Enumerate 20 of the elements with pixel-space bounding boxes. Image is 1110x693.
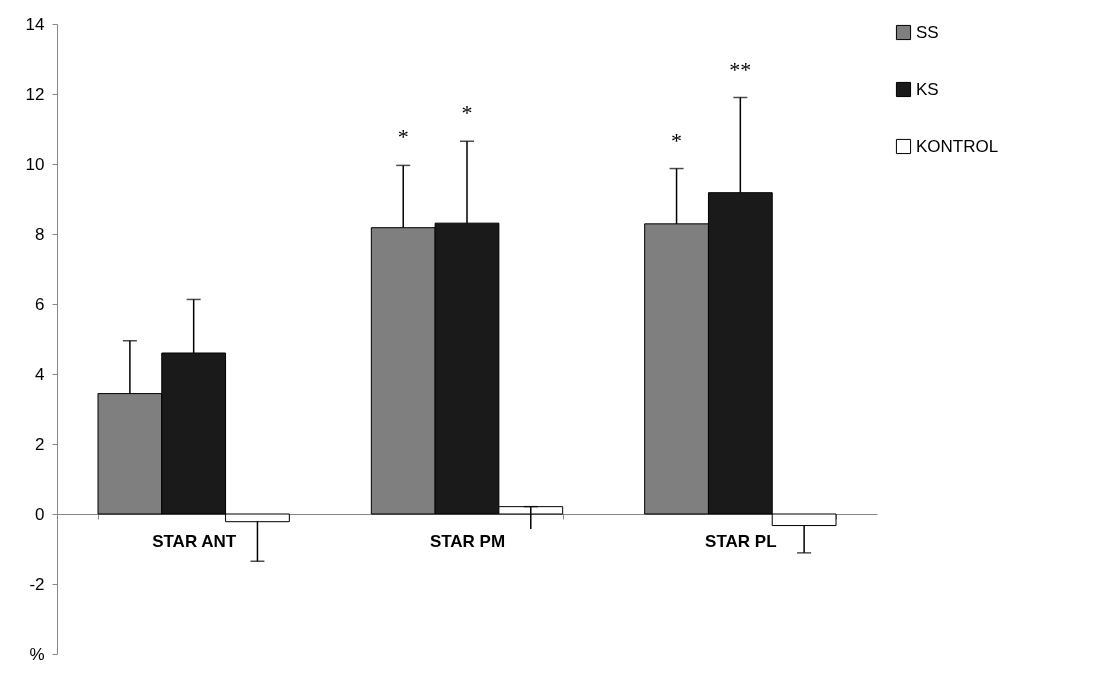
y-tick-label: 10 bbox=[25, 154, 45, 174]
y-tick-label: -2 bbox=[29, 574, 45, 594]
legend-label: KS bbox=[916, 79, 939, 99]
y-tick-label: 14 bbox=[25, 14, 45, 34]
y-tick-label: 2 bbox=[35, 434, 45, 454]
x-tick-label: STAR PL bbox=[705, 531, 777, 551]
y-tick-label: 8 bbox=[35, 224, 45, 244]
y-tick-label: % bbox=[29, 644, 45, 664]
annotation: * bbox=[671, 127, 683, 153]
annotation: * bbox=[397, 124, 409, 150]
legend-label: KONTROL bbox=[916, 136, 999, 156]
x-tick-label: STAR ANT bbox=[152, 531, 237, 551]
y-tick-label: 6 bbox=[35, 294, 45, 314]
y-tick-label: 12 bbox=[25, 84, 45, 104]
y-tick-label: 0 bbox=[35, 504, 45, 524]
y-tick-label: 4 bbox=[35, 364, 45, 384]
annotation: * bbox=[461, 100, 473, 126]
legend-label: SS bbox=[916, 22, 939, 42]
annotation: ** bbox=[729, 56, 752, 82]
x-tick-label: STAR PM bbox=[429, 531, 506, 551]
